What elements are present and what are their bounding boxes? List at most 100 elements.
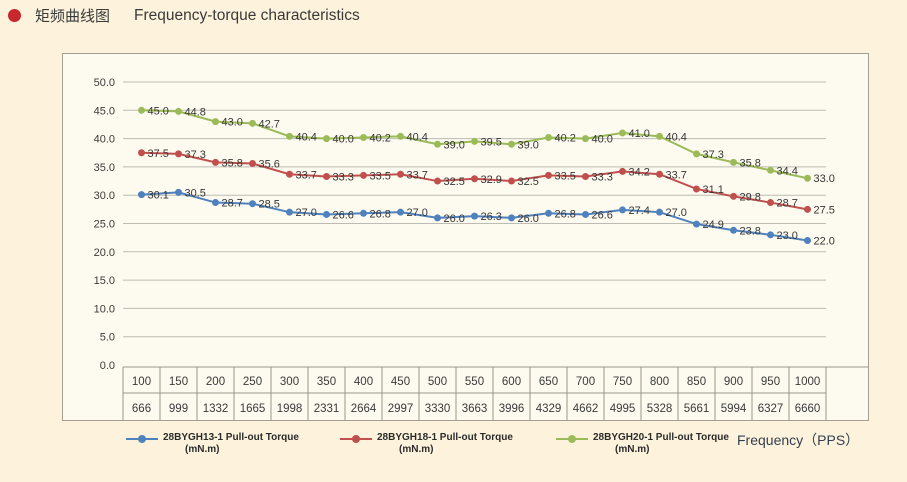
y-tick-label: 5.0 (100, 332, 115, 344)
page-title-en: Frequency-torque characteristics (134, 6, 360, 24)
x-tick-pps: 400 (354, 376, 373, 388)
frequency-torque-chart: 0.0 5.0 10.0 15.0 20.0 25.0 30.0 35.0 40.0 45.0 50… (94, 77, 868, 420)
data-label: 27.0 (666, 207, 687, 219)
data-label: 40.0 (592, 134, 613, 146)
y-tick-label: 50.0 (94, 77, 115, 89)
data-point-marker (249, 160, 256, 168)
x-tick-row2: 4995 (610, 403, 636, 415)
data-label: 44.8 (185, 106, 206, 118)
legend-label: 28BYGH20-1 Pull-out Torque (mN.m) (593, 432, 729, 456)
data-point-marker (545, 209, 552, 217)
data-point-marker (138, 191, 145, 199)
gridlines (123, 81, 826, 338)
data-label: 34.4 (777, 165, 798, 177)
data-label: 40.0 (333, 134, 354, 146)
data-label: 33.7 (666, 169, 687, 181)
y-tick-label: 35.0 (94, 162, 115, 174)
data-point-marker (212, 199, 219, 207)
data-point-marker (138, 106, 145, 114)
data-point-marker (619, 206, 626, 214)
data-point-marker (286, 170, 293, 178)
data-point-marker (397, 208, 404, 216)
x-tick-row2: 4329 (536, 403, 562, 415)
data-point-marker (767, 231, 774, 239)
x-tick-row2: 6327 (758, 403, 784, 415)
y-tick-label: 20.0 (94, 247, 115, 259)
legend-label: 28BYGH13-1 Pull-out Torque (mN.m) (163, 432, 299, 456)
data-label: 26.6 (333, 209, 354, 221)
data-point-marker (804, 205, 811, 213)
data-label: 26.8 (555, 208, 576, 220)
data-label: 32.9 (481, 174, 502, 186)
data-label: 40.4 (407, 131, 428, 143)
y-tick-label: 15.0 (94, 275, 115, 287)
x-tick-row2: 1665 (240, 403, 266, 415)
y-tick-label: 25.0 (94, 219, 115, 231)
series-28bygh20-1: 45.0 44.8 43.0 42.7 40.4 40.0 40.2 40.4 39.0 39.5… (138, 105, 835, 185)
data-label: 27.0 (407, 207, 428, 219)
data-point-marker (730, 192, 737, 200)
x-tick-row2: 3996 (499, 403, 525, 415)
x-tick-pps: 600 (502, 376, 521, 388)
x-tick-row2: 2664 (351, 403, 377, 415)
data-point-marker (471, 212, 478, 220)
data-label: 41.0 (629, 128, 650, 140)
data-point-marker (434, 140, 441, 148)
legend-series-name: 28BYGH20-1 Pull-out Torque (593, 432, 729, 443)
data-point-marker (360, 133, 367, 141)
y-tick-label: 30.0 (94, 190, 115, 202)
data-label: 40.2 (370, 132, 391, 144)
data-label: 28.5 (259, 199, 280, 211)
x-axis-label: Frequency（PPS） (737, 432, 860, 448)
x-tick-pps: 350 (317, 376, 336, 388)
x-tick-row2: 3663 (462, 403, 488, 415)
x-tick-pps: 500 (428, 376, 447, 388)
data-label: 23.8 (740, 225, 761, 237)
x-tick-pps: 200 (206, 376, 225, 388)
data-point-marker (323, 210, 330, 218)
x-tick-pps: 100 (132, 376, 151, 388)
data-label: 39.5 (481, 136, 502, 148)
data-point-marker (323, 135, 330, 143)
y-tick-label: 45.0 (94, 105, 115, 117)
chart-box: 0.0 5.0 10.0 15.0 20.0 25.0 30.0 35.0 40.0 45.0 50… (62, 53, 869, 421)
data-label: 30.1 (148, 190, 169, 202)
x-tick-row2: 1998 (277, 403, 303, 415)
x-tick-row2: 1332 (203, 403, 229, 415)
data-point-marker (804, 236, 811, 244)
legend-series-name: 28BYGH18-1 Pull-out Torque (377, 432, 513, 443)
data-point-marker (212, 158, 219, 166)
legend-label: 28BYGH18-1 Pull-out Torque (mN.m) (377, 432, 513, 456)
x-tick-row2: 2331 (314, 403, 340, 415)
data-label: 33.5 (555, 170, 576, 182)
data-label: 33.3 (592, 172, 613, 184)
data-point-marker (360, 171, 367, 179)
data-label: 42.7 (259, 118, 280, 130)
x-tick-row2: 666 (132, 403, 151, 415)
data-point-marker (175, 107, 182, 115)
legend-series-unit: (mN.m) (185, 444, 220, 455)
data-point-marker (286, 132, 293, 140)
data-point-marker (471, 137, 478, 145)
data-label: 26.0 (518, 213, 539, 225)
y-tick-label: 40.0 (94, 134, 115, 146)
data-point-marker (545, 171, 552, 179)
legend-item-28bygh20-1: 28BYGH20-1 Pull-out Torque (mN.m) (556, 432, 729, 456)
x-tick-row2: 5661 (684, 403, 710, 415)
series-28bygh13-1: 30.1 30.5 28.7 28.5 27.0 26.6 26.8 27.0 26.0 26.3… (138, 187, 835, 247)
x-tick-row2: 999 (169, 403, 188, 415)
data-point-marker (693, 150, 700, 158)
x-tick-pps: 150 (169, 376, 188, 388)
data-label: 33.5 (370, 170, 391, 182)
data-point-marker (693, 185, 700, 193)
legend-series-unit: (mN.m) (399, 444, 434, 455)
data-label: 31.1 (703, 184, 724, 196)
data-label: 35.8 (740, 157, 761, 169)
x-tick-pps: 800 (650, 376, 669, 388)
data-label: 28.7 (222, 198, 243, 210)
data-point-marker (582, 173, 589, 181)
data-point-marker (619, 167, 626, 175)
data-label: 33.3 (333, 172, 354, 184)
data-label: 28.7 (777, 198, 798, 210)
data-point-marker (656, 208, 663, 216)
